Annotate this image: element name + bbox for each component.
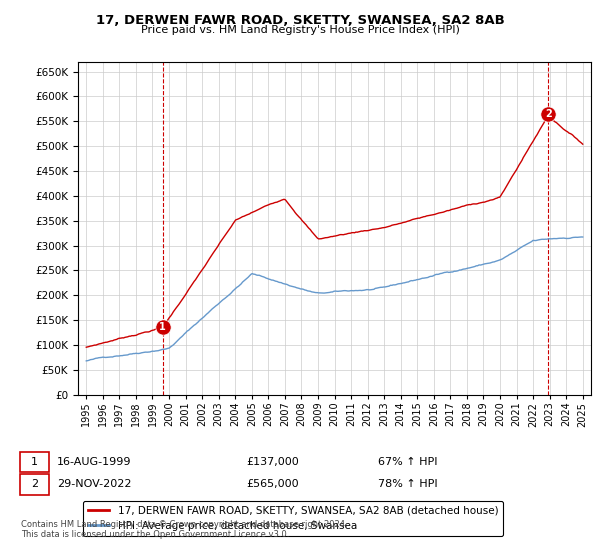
- Text: Contains HM Land Registry data © Crown copyright and database right 2024.
This d: Contains HM Land Registry data © Crown c…: [21, 520, 347, 539]
- Text: 29-NOV-2022: 29-NOV-2022: [57, 479, 131, 489]
- Text: £137,000: £137,000: [246, 457, 299, 467]
- Text: 2: 2: [31, 479, 38, 489]
- Legend: 17, DERWEN FAWR ROAD, SKETTY, SWANSEA, SA2 8AB (detached house), HPI: Average pr: 17, DERWEN FAWR ROAD, SKETTY, SWANSEA, S…: [83, 501, 503, 536]
- Text: 17, DERWEN FAWR ROAD, SKETTY, SWANSEA, SA2 8AB: 17, DERWEN FAWR ROAD, SKETTY, SWANSEA, S…: [95, 14, 505, 27]
- Text: 1: 1: [160, 321, 166, 332]
- Text: Price paid vs. HM Land Registry's House Price Index (HPI): Price paid vs. HM Land Registry's House …: [140, 25, 460, 35]
- Text: £565,000: £565,000: [246, 479, 299, 489]
- Text: 78% ↑ HPI: 78% ↑ HPI: [378, 479, 437, 489]
- Text: 67% ↑ HPI: 67% ↑ HPI: [378, 457, 437, 467]
- Text: 1: 1: [31, 457, 38, 467]
- Text: 2: 2: [545, 109, 551, 119]
- Text: 16-AUG-1999: 16-AUG-1999: [57, 457, 131, 467]
